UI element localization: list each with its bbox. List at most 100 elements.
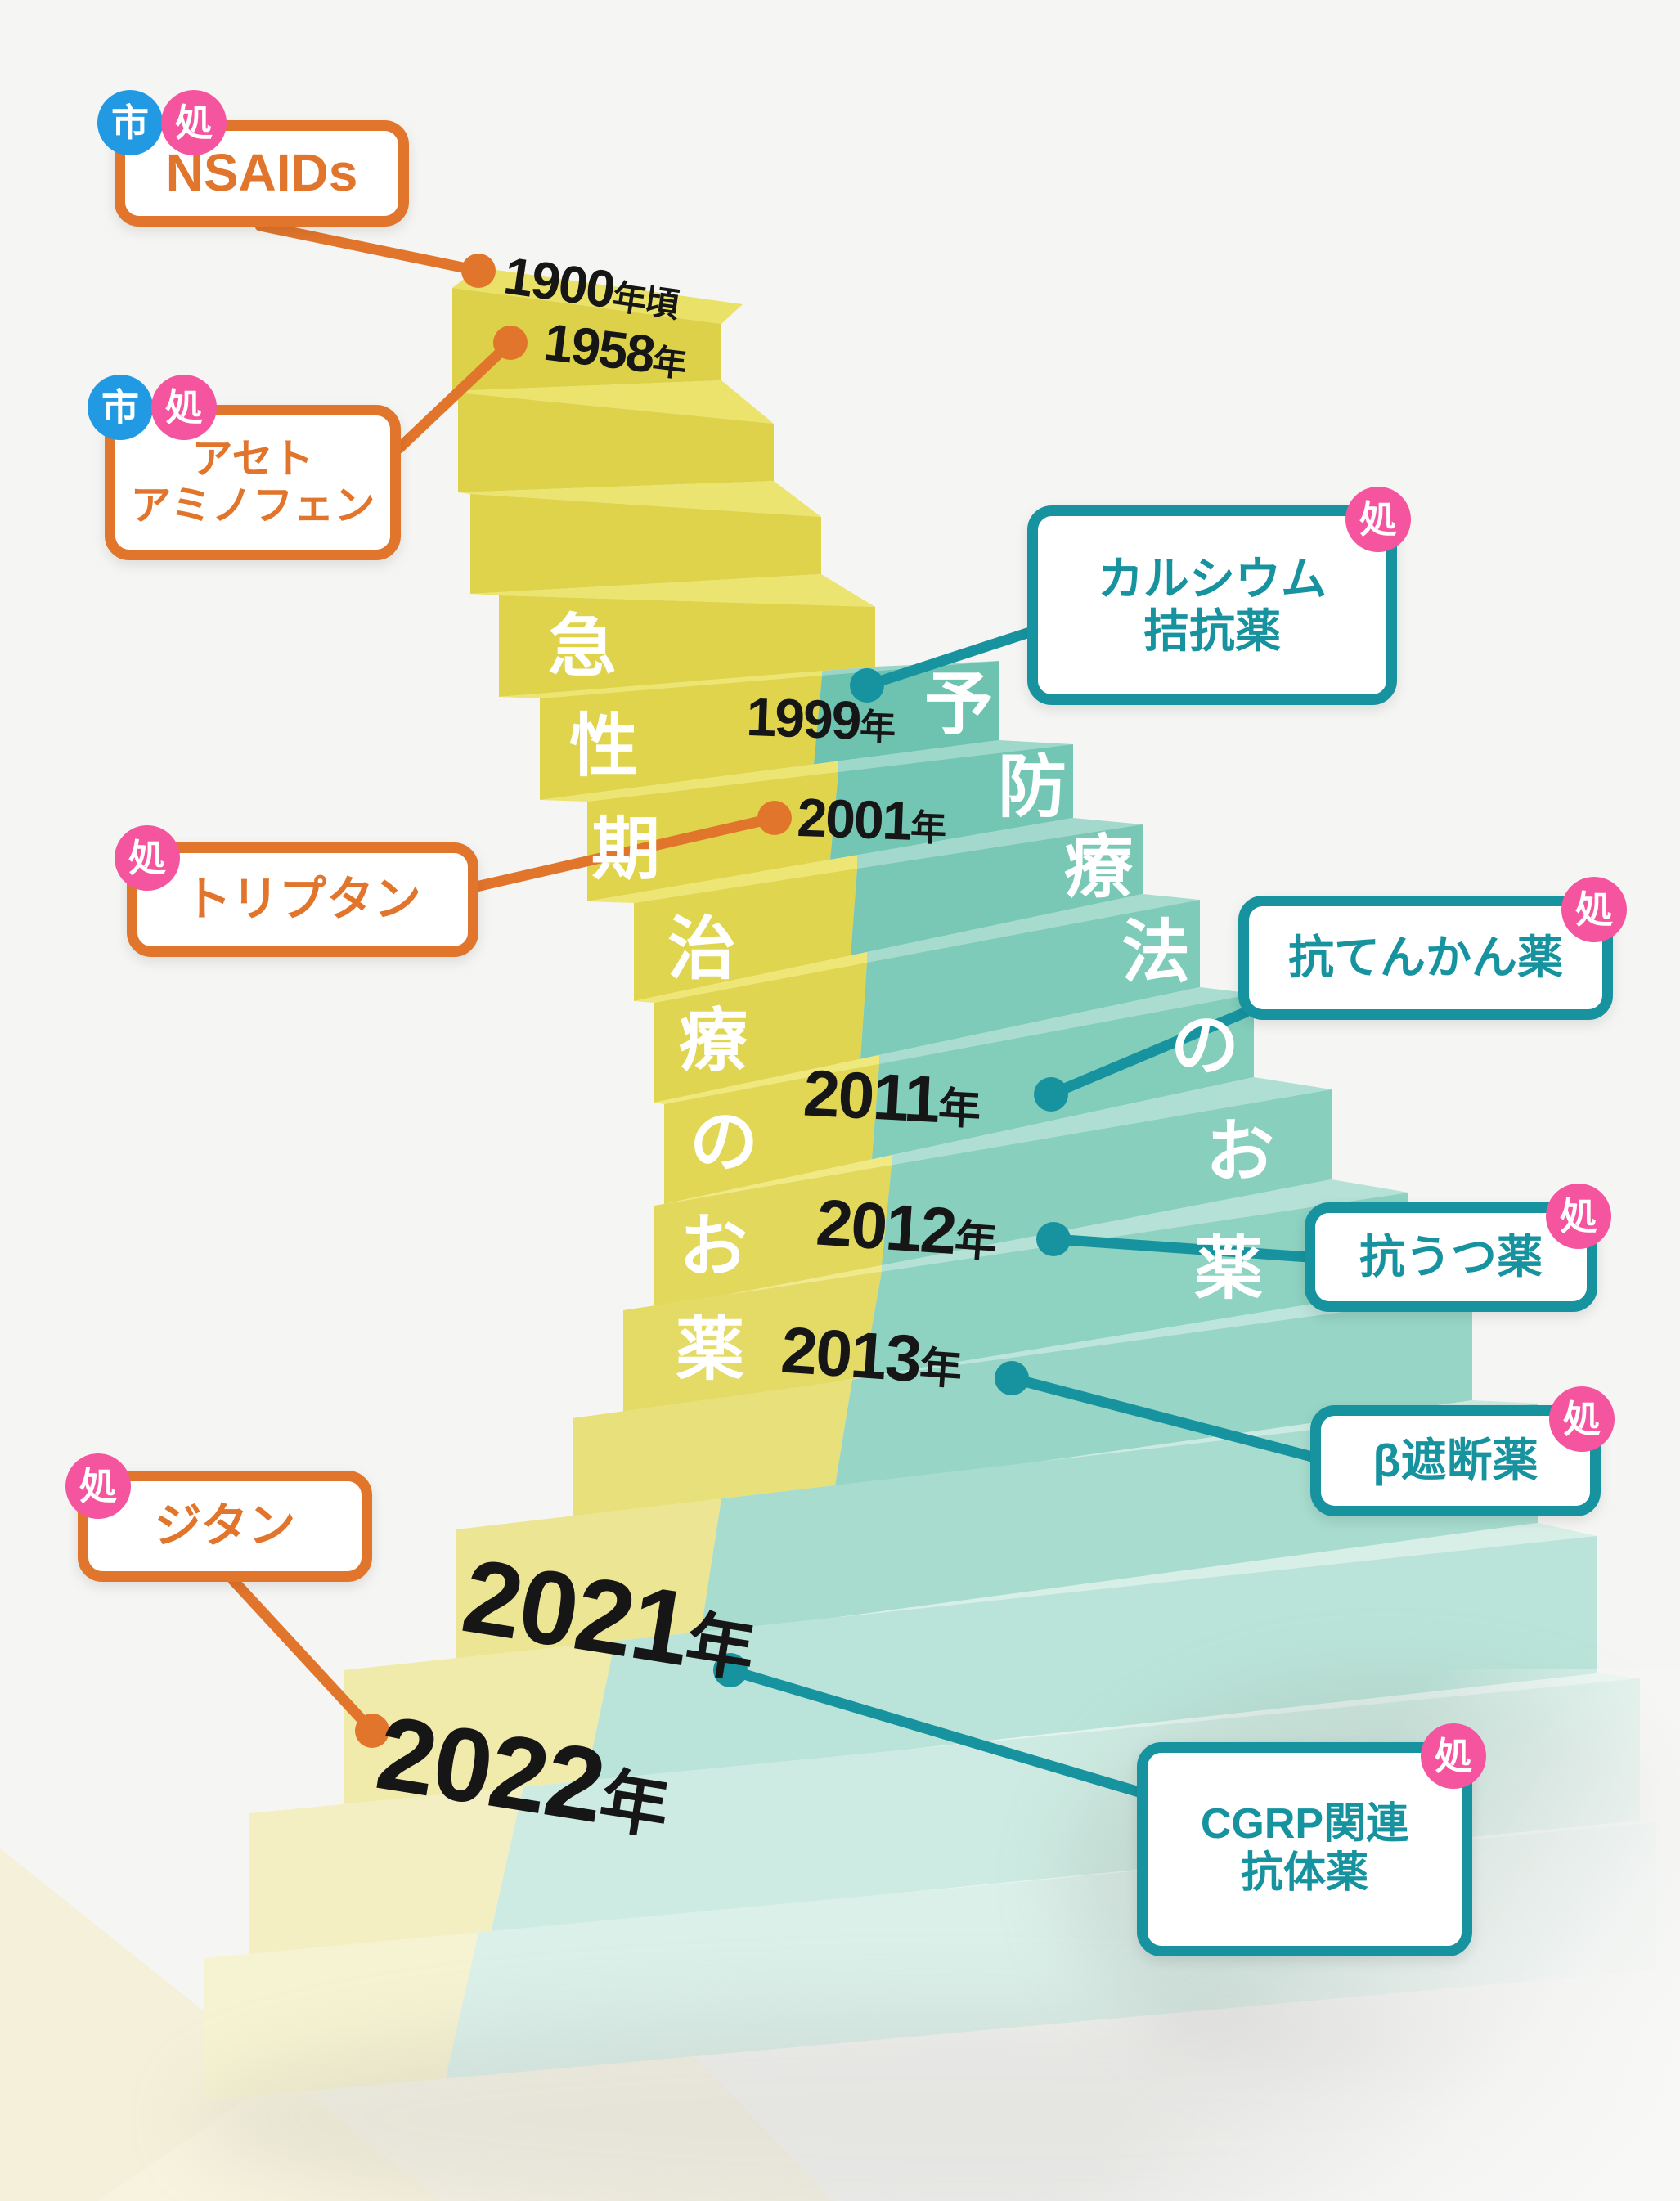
step-front-yellow-6 bbox=[634, 868, 857, 1001]
leader-ditan bbox=[227, 1574, 378, 1736]
prescription-badge-icon: 処 bbox=[151, 375, 217, 440]
step-front-yellow-13 bbox=[344, 1641, 615, 1812]
step-front-teal-6 bbox=[851, 824, 1143, 956]
otc-badge-icon: 市 bbox=[97, 90, 163, 155]
timeline-dot-beta-blocker bbox=[995, 1361, 1029, 1395]
drug-label-line: 抗てんかん薬 bbox=[1288, 931, 1563, 983]
prescription-badge-icon: 処 bbox=[65, 1453, 131, 1519]
prescription-badge-icon: 処 bbox=[1561, 877, 1627, 942]
drug-label-cgrp-antibody: CGRP関連 抗体薬 処 bbox=[1137, 1723, 1486, 1956]
step-front-teal-13 bbox=[585, 1536, 1597, 1786]
step-char-preventive: お bbox=[1205, 1113, 1275, 1190]
step-char-preventive: 薬 bbox=[1193, 1230, 1264, 1307]
step-tread-teal-7 bbox=[867, 894, 1200, 963]
drug-label-line: 抗うつ薬 bbox=[1359, 1230, 1543, 1282]
step-front-teal-11 bbox=[834, 1294, 1472, 1491]
leader-calcium-antagonist bbox=[861, 626, 1038, 691]
timeline-dot-acetaminophen bbox=[493, 326, 528, 360]
step-front-yellow-11 bbox=[573, 1379, 852, 1528]
step-front-yellow-8 bbox=[664, 1063, 879, 1204]
timeline-dot-antidepressant bbox=[1036, 1222, 1071, 1256]
step-front-3 bbox=[499, 595, 875, 697]
step-tread-teal-11 bbox=[852, 1288, 1472, 1380]
drug-label-line: アミノフェン bbox=[130, 483, 375, 528]
step-tread-1 bbox=[452, 380, 774, 424]
step-char-preventive: 予 bbox=[923, 666, 994, 743]
step-tread-3 bbox=[470, 574, 875, 607]
drug-label-acetaminophen: アセト アミノフェン 市処 bbox=[88, 375, 401, 560]
prescription-badge-icon: 処 bbox=[1549, 1386, 1615, 1452]
step-front-2 bbox=[470, 494, 821, 594]
step-tread-yellow-6 bbox=[587, 855, 857, 903]
leader-antiepileptic bbox=[1045, 1007, 1251, 1100]
drug-label-line: アセト bbox=[191, 435, 314, 482]
step-tread-yellow-8 bbox=[654, 1054, 879, 1104]
step-char-preventive: 防 bbox=[997, 748, 1067, 825]
prescription-badge-icon: 処 bbox=[1345, 487, 1411, 552]
drug-label-line: CGRP関連 bbox=[1200, 1800, 1409, 1848]
step-tread-2 bbox=[458, 481, 821, 517]
step-tread-teal-6 bbox=[857, 818, 1143, 869]
leader-triptan bbox=[467, 812, 780, 893]
step-char-acute: お bbox=[678, 1208, 748, 1285]
prescription-badge-icon: 処 bbox=[161, 90, 227, 155]
step-tread-yellow-4 bbox=[499, 671, 822, 698]
step-char-preventive: の bbox=[1170, 1007, 1240, 1084]
step-front-teal-10 bbox=[863, 1193, 1408, 1378]
step-tread-teal-10 bbox=[882, 1179, 1408, 1272]
timeline-dot-nsaids bbox=[461, 254, 496, 288]
drug-label-line: カルシウム bbox=[1098, 552, 1327, 604]
timeline-dot-ditan bbox=[355, 1714, 389, 1748]
timeline-dot-calcium-antagonist bbox=[850, 668, 884, 703]
timeline-dot-antiepileptic bbox=[1034, 1077, 1068, 1112]
drug-label-ditan: ジタン処 bbox=[65, 1453, 372, 1582]
step-front-yellow-7 bbox=[654, 962, 867, 1103]
step-front-1 bbox=[458, 393, 774, 492]
prescription-badge-icon: 処 bbox=[1421, 1723, 1486, 1789]
step-front-teal-5 bbox=[830, 744, 1073, 860]
step-front-0 bbox=[452, 288, 721, 391]
step-tread-teal-13 bbox=[615, 1523, 1597, 1647]
drug-label-line: ジタン bbox=[154, 1498, 296, 1552]
step-char-acute: 期 bbox=[591, 811, 661, 887]
drug-label-antidepressant: 抗うつ薬処 bbox=[1305, 1184, 1611, 1312]
drug-label-nsaids: NSAIDs 市処 bbox=[97, 90, 409, 227]
step-tread-teal-9 bbox=[892, 1077, 1332, 1166]
step-front-yellow-14 bbox=[249, 1786, 523, 1956]
drug-label-triptan: トリプタン処 bbox=[115, 825, 478, 957]
step-front-yellow-4 bbox=[540, 675, 822, 800]
drug-label-antiepileptic: 抗てんかん薬処 bbox=[1238, 877, 1627, 1020]
leader-cgrp-antibody bbox=[725, 1664, 1148, 1799]
step-char-acute: 薬 bbox=[675, 1311, 745, 1388]
step-front-teal-7 bbox=[860, 900, 1200, 1059]
step-tread-teal-8 bbox=[879, 987, 1254, 1064]
prescription-badge-icon: 処 bbox=[1546, 1184, 1611, 1249]
drug-label-line: 拮抗薬 bbox=[1143, 605, 1281, 657]
otc-badge-icon: 市 bbox=[88, 375, 153, 440]
step-front-teal-9 bbox=[882, 1089, 1332, 1265]
step-char-acute: 治 bbox=[667, 910, 737, 987]
timeline-dot-cgrp-antibody bbox=[713, 1653, 748, 1687]
step-tread-teal-5 bbox=[838, 740, 1073, 772]
step-tread-yellow-5 bbox=[540, 761, 838, 802]
leader-group bbox=[227, 220, 1321, 1799]
step-front-teal-8 bbox=[872, 994, 1254, 1160]
leader-acetaminophen bbox=[393, 337, 516, 454]
step-front-yellow-10 bbox=[623, 1271, 882, 1417]
step-char-acute: の bbox=[689, 1103, 759, 1180]
step-char-acute: 性 bbox=[568, 707, 639, 784]
timeline-dot-triptan bbox=[757, 801, 792, 835]
drug-label-calcium-antagonist: カルシウム 拮抗薬 処 bbox=[1027, 487, 1411, 705]
drug-label-line: トリプタン bbox=[183, 872, 421, 926]
drug-label-line: β遮断薬 bbox=[1372, 1434, 1539, 1486]
leader-nsaids bbox=[254, 220, 484, 276]
drug-label-line: 抗体薬 bbox=[1240, 1849, 1368, 1897]
prescription-badge-icon: 処 bbox=[115, 825, 180, 891]
step-front-yellow-9 bbox=[654, 1165, 892, 1309]
step-char-preventive: 法 bbox=[1121, 914, 1191, 990]
step-char-acute: 急 bbox=[547, 608, 618, 685]
